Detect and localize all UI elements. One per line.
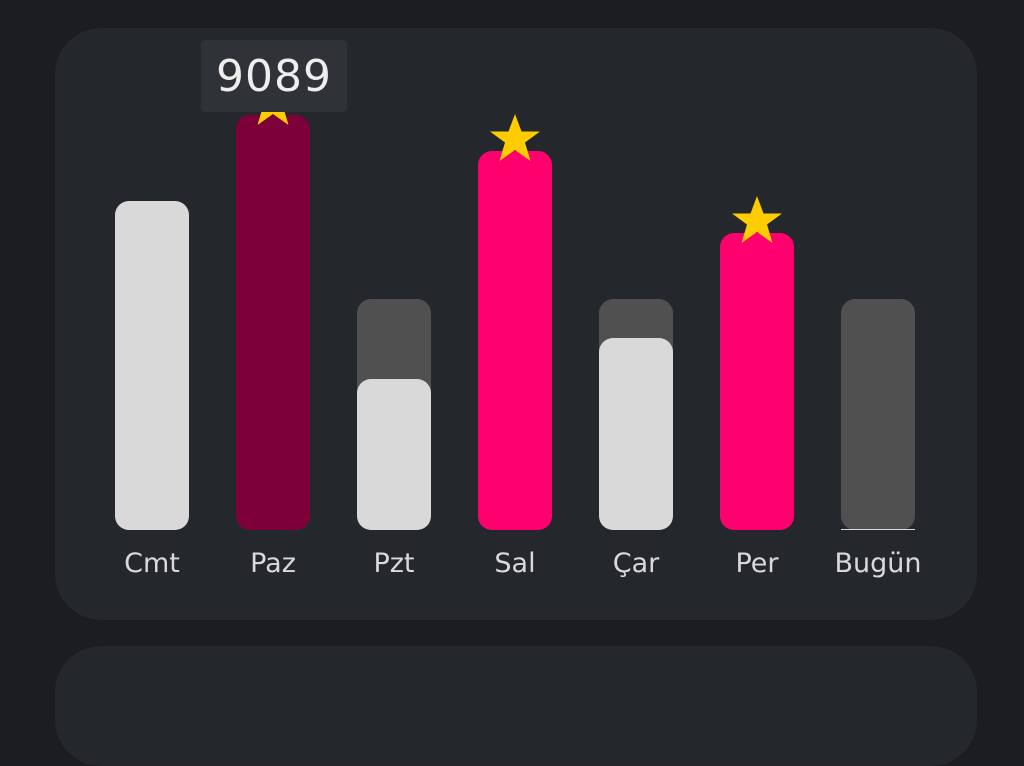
bar-2[interactable]: [236, 115, 310, 530]
next-card: [55, 646, 977, 766]
star-icon: [490, 114, 540, 162]
value-tooltip: 9089: [201, 40, 347, 112]
bar-track: [841, 299, 915, 530]
bar-1[interactable]: [115, 201, 189, 530]
day-label: Per: [735, 548, 779, 579]
bar-7[interactable]: [841, 529, 915, 530]
day-label: Sal: [494, 548, 536, 579]
day-label: Cmt: [124, 548, 180, 579]
day-label: Pzt: [373, 548, 415, 579]
tooltip-value: 9089: [216, 50, 332, 102]
bar-4[interactable]: [478, 151, 552, 530]
bar-5[interactable]: [599, 338, 673, 530]
day-label: Bugün: [834, 548, 922, 579]
day-label: Çar: [612, 548, 660, 579]
bar-3[interactable]: [357, 379, 431, 530]
star-icon: [732, 196, 782, 244]
bar-6[interactable]: [720, 233, 794, 530]
day-label: Paz: [250, 548, 296, 579]
